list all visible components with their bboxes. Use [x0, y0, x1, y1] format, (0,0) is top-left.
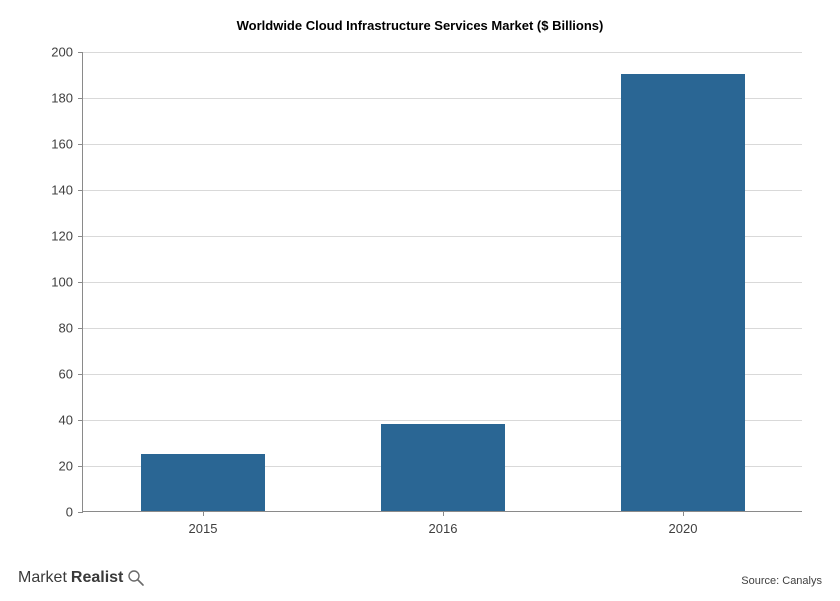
source-attribution: Source: Canalys	[741, 575, 822, 587]
logo-text-realist: Realist	[71, 569, 123, 587]
x-tick-label: 2015	[189, 521, 218, 536]
y-tick-label: 0	[66, 505, 73, 520]
y-tick-mark	[78, 328, 83, 329]
y-tick-label: 100	[51, 275, 73, 290]
y-tick-label: 180	[51, 91, 73, 106]
y-tick-label: 200	[51, 45, 73, 60]
y-tick-mark	[78, 374, 83, 375]
y-tick-label: 40	[59, 413, 73, 428]
chart-footer: Market Realist Source: Canalys	[18, 569, 822, 587]
bar	[621, 74, 746, 511]
x-tick-label: 2020	[669, 521, 698, 536]
bar	[141, 454, 266, 512]
y-tick-mark	[78, 98, 83, 99]
y-tick-label: 160	[51, 137, 73, 152]
x-tick-mark	[443, 511, 444, 516]
y-tick-mark	[78, 512, 83, 513]
y-tick-label: 60	[59, 367, 73, 382]
y-tick-label: 140	[51, 183, 73, 198]
y-tick-mark	[78, 282, 83, 283]
x-tick-label: 2016	[429, 521, 458, 536]
plot-area: 020406080100120140160180200201520162020	[82, 52, 802, 512]
brand-logo: Market Realist	[18, 569, 145, 587]
y-tick-label: 120	[51, 229, 73, 244]
y-tick-mark	[78, 236, 83, 237]
y-tick-mark	[78, 144, 83, 145]
bar	[381, 424, 506, 511]
y-tick-mark	[78, 190, 83, 191]
logo-text-market: Market	[18, 569, 67, 587]
gridline	[83, 52, 802, 53]
y-tick-label: 80	[59, 321, 73, 336]
y-tick-mark	[78, 466, 83, 467]
y-tick-mark	[78, 420, 83, 421]
chart-container: Worldwide Cloud Infrastructure Services …	[0, 0, 840, 601]
chart-title: Worldwide Cloud Infrastructure Services …	[0, 18, 840, 33]
y-tick-mark	[78, 52, 83, 53]
magnifying-glass-icon	[127, 569, 145, 587]
x-tick-mark	[683, 511, 684, 516]
x-tick-mark	[203, 511, 204, 516]
y-tick-label: 20	[59, 459, 73, 474]
